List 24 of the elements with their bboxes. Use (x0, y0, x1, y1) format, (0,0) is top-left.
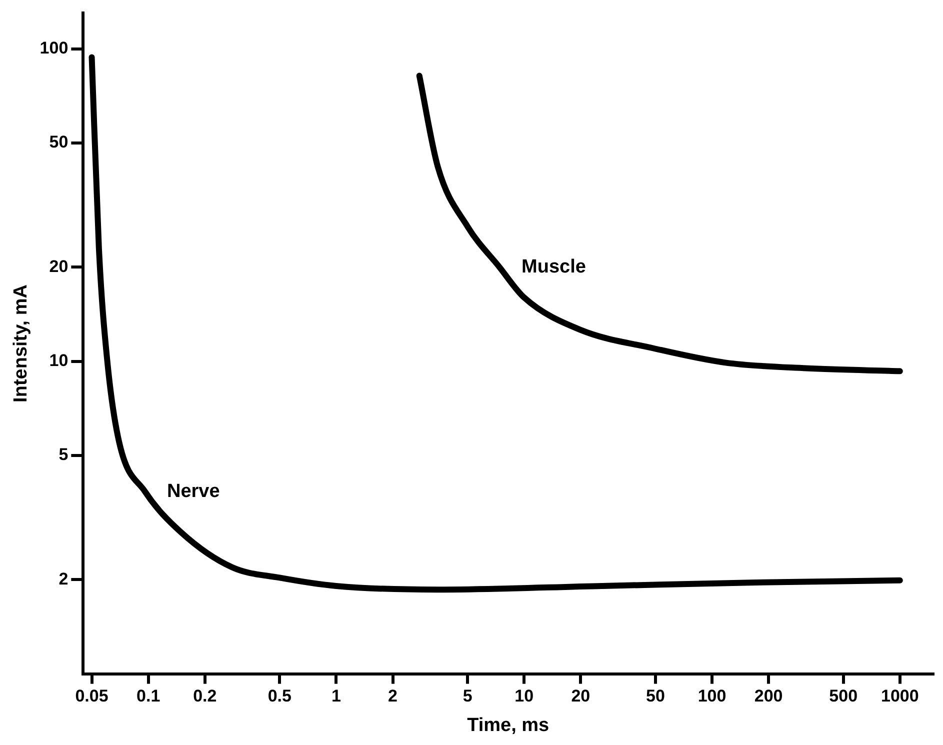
x-tick-label: 50 (646, 686, 665, 706)
y-tick-label: 2 (58, 569, 68, 588)
y-axis-title: Intensity, mA (10, 284, 32, 402)
x-tick-label: 0.05 (75, 686, 108, 706)
y-tick-label: 20 (49, 256, 68, 276)
x-tick-label: 100 (698, 686, 726, 706)
x-tick-label: 0.5 (268, 686, 292, 706)
series-label: Nerve (166, 480, 220, 502)
x-tick-label: 0.1 (136, 686, 160, 706)
y-tick-label: 50 (49, 132, 68, 152)
x-tick-label: 20 (571, 686, 590, 706)
series-label: Muscle (522, 256, 586, 278)
y-tick-label: 10 (49, 350, 68, 370)
x-tick-label: 10 (514, 686, 534, 706)
x-tick-label: 1000 (881, 686, 919, 706)
x-tick-label: 5 (462, 686, 472, 706)
x-tick-label: 2 (388, 686, 398, 706)
x-tick-label: 0.2 (193, 686, 217, 706)
x-tick-label: 200 (754, 686, 783, 706)
x-axis-title: Time, ms (467, 714, 550, 736)
x-tick-label: 1 (331, 686, 341, 706)
x-tick-label: 500 (829, 686, 858, 706)
y-tick-label: 100 (40, 38, 68, 58)
y-tick-label: 5 (58, 445, 68, 464)
